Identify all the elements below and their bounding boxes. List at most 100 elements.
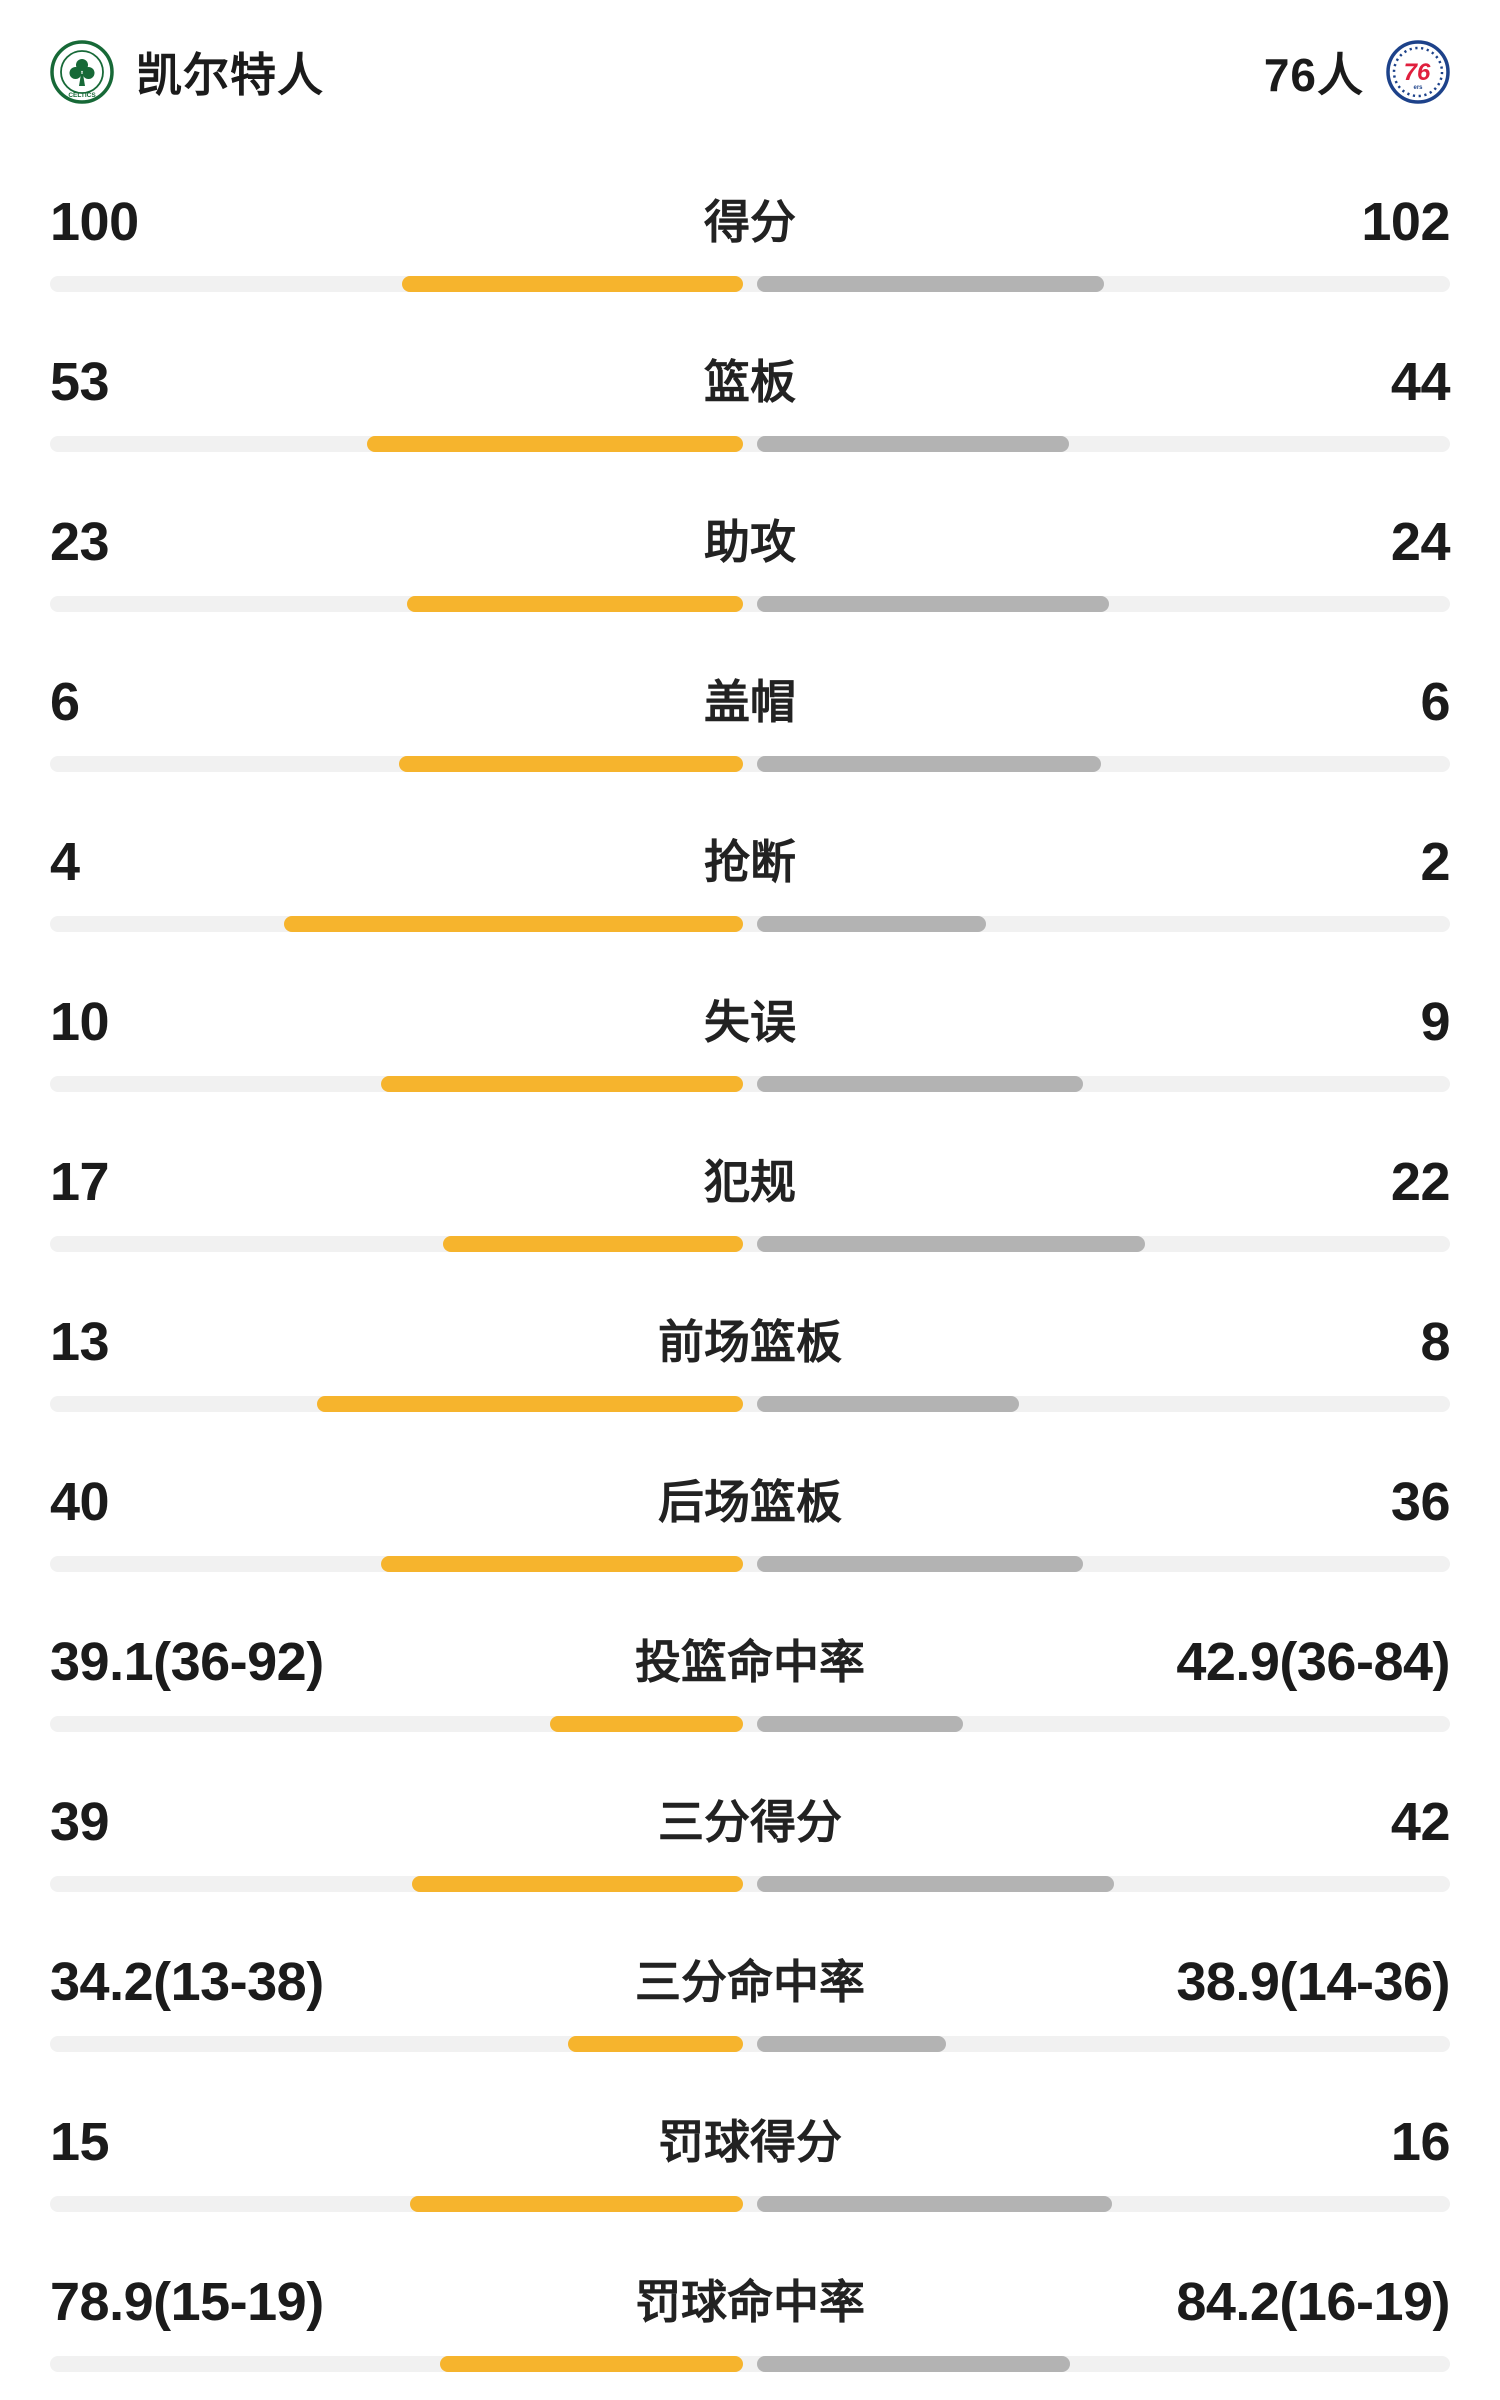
left-bar-fill <box>406 596 743 612</box>
right-team-value: 22 <box>1390 1152 1451 1212</box>
right-team-value: 2 <box>1420 832 1450 892</box>
svg-text:CELTICS: CELTICS <box>68 92 96 99</box>
stat-bar-track <box>50 2356 1450 2372</box>
stat-label: 失误 <box>704 996 796 1048</box>
stat-values-line: 23 助攻 24 <box>50 510 1451 574</box>
right-team-value: 16 <box>1390 2112 1451 2172</box>
left-team-value: 13 <box>50 1312 110 1372</box>
right-team-value: 24 <box>1390 512 1451 572</box>
left-team-value: 40 <box>50 1472 110 1532</box>
left-bar-fill <box>367 436 743 452</box>
stat-values-line: 13 前场篮板 8 <box>50 1310 1450 1374</box>
stat-row-12: 15 罚球得分 16 <box>50 2110 1451 2212</box>
left-bar-fill <box>567 2036 743 2052</box>
left-team-value: 34.2(13-38) <box>50 1952 324 2012</box>
stat-label: 抢断 <box>704 836 796 888</box>
left-bar-fill <box>381 1076 743 1092</box>
stat-bar-track <box>50 756 1450 772</box>
match-stats-panel: CELTICS 凯尔特人 76人 76 ers 100 得分 102 <box>0 40 1500 2400</box>
stat-bar-track <box>50 1076 1450 1092</box>
right-bar-fill <box>757 1236 1146 1252</box>
right-bar-fill <box>757 916 987 932</box>
stat-bar-track <box>50 2036 1450 2052</box>
left-team-value: 10 <box>50 992 110 1052</box>
sixers-logo-icon: 76 ers <box>1386 40 1450 104</box>
stat-row-8: 40 后场篮板 36 <box>50 1470 1451 1572</box>
left-team-value: 78.9(15-19) <box>50 2272 324 2332</box>
stat-bar-track <box>50 1236 1450 1252</box>
right-bar-fill <box>757 1876 1115 1892</box>
stat-values-line: 39 三分得分 42 <box>50 1790 1451 1854</box>
header: CELTICS 凯尔特人 76人 76 ers <box>50 40 1450 104</box>
stat-row-6: 17 犯规 22 <box>50 1150 1451 1252</box>
stat-values-line: 4 抢断 2 <box>50 830 1450 894</box>
stat-values-line: 39.1(36-92) 投篮命中率 42.9(36-84) <box>50 1630 1450 1694</box>
stat-bar-track <box>50 2196 1450 2212</box>
stat-values-line: 15 罚球得分 16 <box>50 2110 1451 2174</box>
left-team-value: 39 <box>50 1792 110 1852</box>
right-team-value: 8 <box>1420 1312 1450 1372</box>
stat-label: 犯规 <box>704 1156 796 1208</box>
right-team-value: 36 <box>1390 1472 1451 1532</box>
stat-bar-track <box>50 276 1450 292</box>
left-team-value: 17 <box>50 1152 110 1212</box>
stat-bar-track <box>50 1556 1450 1572</box>
right-team-value: 44 <box>1390 352 1451 412</box>
left-team-value: 53 <box>50 352 110 412</box>
stat-label: 助攻 <box>704 516 796 568</box>
stat-row-9: 39.1(36-92) 投篮命中率 42.9(36-84) <box>50 1630 1450 1732</box>
stats-list: 100 得分 102 53 篮板 44 23 助攻 24 <box>50 190 1451 2372</box>
stat-bar-track <box>50 1396 1450 1412</box>
left-bar-fill <box>402 276 743 292</box>
left-team-value: 15 <box>50 2112 110 2172</box>
stat-label: 篮板 <box>704 356 796 408</box>
stat-row-11: 34.2(13-38) 三分命中率 38.9(14-36) <box>50 1950 1450 2052</box>
stat-bar-track <box>50 596 1450 612</box>
left-bar-fill <box>399 756 743 772</box>
stat-label: 罚球得分 <box>658 2116 842 2168</box>
right-bar-fill <box>757 1556 1084 1572</box>
right-team-value: 38.9(14-36) <box>1176 1952 1450 2012</box>
right-team-value: 42.9(36-84) <box>1176 1632 1450 1692</box>
left-bar-fill <box>443 1236 743 1252</box>
stat-row-1: 53 篮板 44 <box>50 350 1451 452</box>
left-team-value: 23 <box>50 512 110 572</box>
left-bar-fill <box>550 1716 743 1732</box>
right-bar-fill <box>757 1076 1084 1092</box>
stat-row-0: 100 得分 102 <box>50 190 1450 292</box>
right-team-value: 102 <box>1361 192 1450 252</box>
left-team-value: 4 <box>50 832 80 892</box>
stat-bar-track <box>50 1716 1450 1732</box>
stat-values-line: 17 犯规 22 <box>50 1150 1451 1214</box>
right-team-value: 84.2(16-19) <box>1176 2272 1450 2332</box>
right-team-value: 9 <box>1420 992 1450 1052</box>
stat-row-5: 10 失误 9 <box>50 990 1450 1092</box>
left-bar-fill <box>440 2356 743 2372</box>
right-bar-fill <box>757 436 1070 452</box>
stat-row-2: 23 助攻 24 <box>50 510 1451 612</box>
right-bar-fill <box>757 596 1109 612</box>
left-bar-fill <box>317 1396 743 1412</box>
stat-row-3: 6 盖帽 6 <box>50 670 1450 772</box>
stat-row-10: 39 三分得分 42 <box>50 1790 1451 1892</box>
left-bar-fill <box>284 916 743 932</box>
stat-label: 前场篮板 <box>658 1316 842 1368</box>
stat-label: 三分命中率 <box>635 1956 865 2008</box>
stat-label: 后场篮板 <box>658 1476 842 1528</box>
team-left-name: 凯尔特人 <box>136 49 324 101</box>
right-bar-fill <box>757 1396 1020 1412</box>
stat-values-line: 100 得分 102 <box>50 190 1450 254</box>
team-right-name: 76人 <box>1263 49 1364 101</box>
svg-text:76: 76 <box>1404 59 1431 86</box>
left-bar-fill <box>412 1876 743 1892</box>
left-bar-fill <box>410 2196 743 2212</box>
stat-bar-track <box>50 916 1450 932</box>
right-team-value: 6 <box>1420 672 1450 732</box>
left-team-value: 100 <box>50 192 139 252</box>
stat-row-13: 78.9(15-19) 罚球命中率 84.2(16-19) <box>50 2270 1450 2372</box>
stat-values-line: 40 后场篮板 36 <box>50 1470 1451 1534</box>
stat-label: 盖帽 <box>704 676 796 728</box>
stat-bar-track <box>50 436 1450 452</box>
left-bar-fill <box>381 1556 743 1572</box>
celtics-logo-icon: CELTICS <box>50 40 114 104</box>
